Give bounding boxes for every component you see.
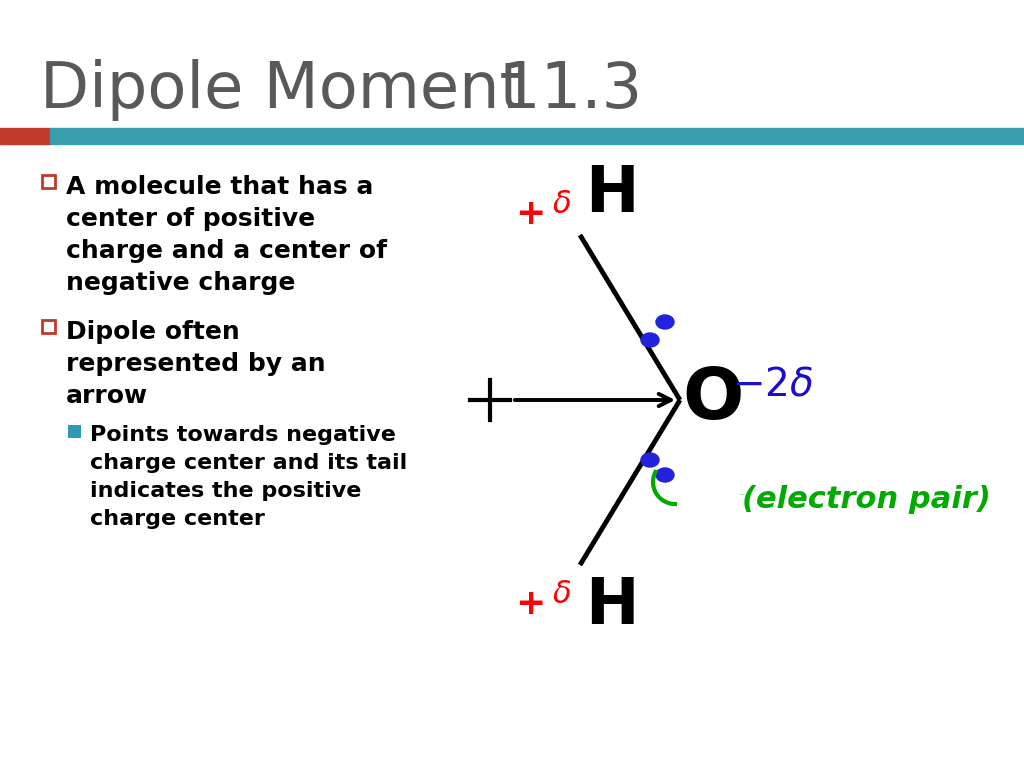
- Text: H: H: [585, 575, 639, 637]
- Text: Dipole often: Dipole often: [66, 320, 240, 344]
- Ellipse shape: [641, 453, 659, 467]
- Ellipse shape: [656, 468, 674, 482]
- Text: 11.3: 11.3: [500, 59, 642, 121]
- Bar: [50, 128, 1024, 144]
- FancyBboxPatch shape: [68, 425, 81, 438]
- Text: charge center and its tail: charge center and its tail: [90, 453, 408, 473]
- Text: Points towards negative: Points towards negative: [90, 425, 396, 445]
- Text: $\bf{+}$: $\bf{+}$: [515, 197, 544, 231]
- Text: $\delta$: $\delta$: [552, 580, 571, 609]
- Bar: [0, 128, 50, 144]
- Text: A molecule that has a: A molecule that has a: [66, 175, 374, 199]
- Text: H: H: [585, 163, 639, 225]
- Text: charge and a center of: charge and a center of: [66, 239, 387, 263]
- Text: indicates the positive: indicates the positive: [90, 481, 361, 501]
- Text: negative charge: negative charge: [66, 271, 295, 295]
- Ellipse shape: [641, 333, 659, 347]
- Text: $\bf{+}$: $\bf{+}$: [515, 587, 544, 621]
- Text: Dipole Moment: Dipole Moment: [40, 59, 524, 121]
- Text: (electron pair): (electron pair): [742, 485, 991, 514]
- Text: $\delta$: $\delta$: [552, 190, 571, 219]
- Text: charge center: charge center: [90, 509, 265, 529]
- Text: #00aa00: #00aa00: [740, 494, 746, 495]
- Text: O: O: [682, 366, 743, 435]
- Ellipse shape: [656, 315, 674, 329]
- Text: represented by an: represented by an: [66, 352, 326, 376]
- Text: $-2\delta$: $-2\delta$: [732, 366, 813, 404]
- Text: center of positive: center of positive: [66, 207, 315, 231]
- Text: arrow: arrow: [66, 384, 148, 408]
